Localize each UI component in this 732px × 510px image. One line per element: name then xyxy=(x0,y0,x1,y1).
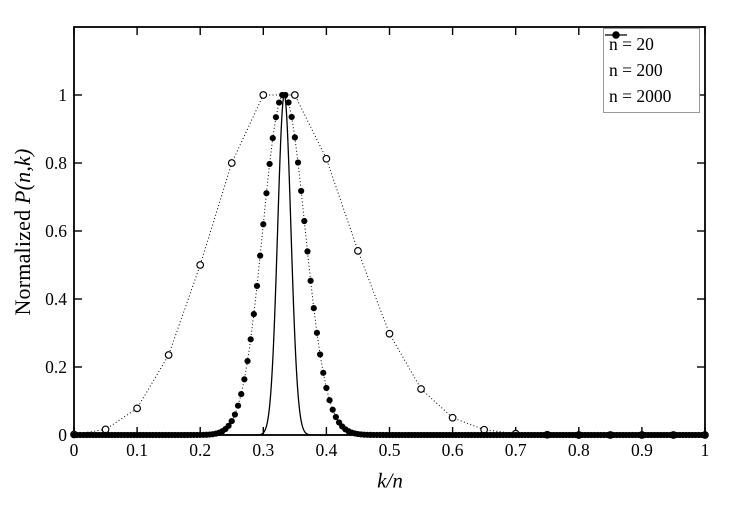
marker-filled-circle xyxy=(234,402,242,409)
marker-filled-circle xyxy=(266,160,273,168)
series-line xyxy=(74,94,705,436)
marker-filled-circle xyxy=(238,390,245,398)
x-tick-label: 0.1 xyxy=(126,440,148,460)
marker-open-circle xyxy=(227,159,236,167)
marker-filled-circle xyxy=(288,113,295,121)
x-tick-label: 0.7 xyxy=(505,440,527,460)
x-tick-label: 0.9 xyxy=(631,440,653,460)
y-axis-label-prefix: Normalized xyxy=(10,204,35,316)
x-tick-label: 0.6 xyxy=(442,440,464,460)
legend-sample-solid-line-icon xyxy=(605,34,627,36)
marker-open-circle xyxy=(354,246,362,255)
marker-filled-circle xyxy=(263,190,270,197)
series-n200 xyxy=(70,91,709,439)
y-axis-label-math: P(n,k) xyxy=(10,148,35,205)
y-tick-label: 0 xyxy=(58,425,67,445)
marker-open-circle xyxy=(417,385,425,393)
marker-filled-circle xyxy=(269,135,276,142)
marker-filled-circle xyxy=(253,282,261,290)
marker-filled-circle xyxy=(257,252,264,259)
x-axis-label-text: k/n xyxy=(377,468,403,493)
series-n20 xyxy=(70,91,709,439)
marker-filled-circle xyxy=(244,357,251,365)
y-tick-label: 0.6 xyxy=(45,221,67,241)
marker-filled-circle xyxy=(301,217,308,225)
marker-filled-circle xyxy=(247,336,254,343)
marker-filled-circle xyxy=(241,376,248,383)
y-tick-label: 0.2 xyxy=(45,357,67,377)
marker-filled-circle xyxy=(294,159,302,166)
series-n2000 xyxy=(74,94,705,436)
legend-label-n2000: n = 2000 xyxy=(609,86,672,107)
marker-filled-circle xyxy=(313,329,321,336)
legend-label-n200: n = 200 xyxy=(609,60,663,80)
marker-filled-circle xyxy=(225,422,232,429)
marker-filled-circle xyxy=(228,417,235,425)
marker-filled-circle xyxy=(250,311,257,318)
series-line xyxy=(74,94,705,436)
x-tick-label: 0.4 xyxy=(315,440,337,460)
x-tick-label: 0.3 xyxy=(252,440,274,460)
y-tick-label: 0.4 xyxy=(45,289,67,309)
marker-open-circle xyxy=(164,351,173,359)
marker-filled-circle xyxy=(298,187,305,195)
marker-open-circle xyxy=(259,91,268,99)
marker-filled-circle xyxy=(326,397,333,404)
x-tick-label: 0.2 xyxy=(189,440,211,460)
legend-label-n20: n = 20 xyxy=(609,33,654,54)
marker-filled-circle xyxy=(291,134,298,141)
series-line xyxy=(73,94,705,436)
x-tick-label: 0.8 xyxy=(568,440,590,460)
y-tick-label: 0.8 xyxy=(45,153,67,173)
marker-filled-circle xyxy=(332,413,339,421)
marker-open-circle xyxy=(101,425,110,434)
marker-filled-circle xyxy=(275,99,283,106)
marker-filled-circle xyxy=(320,369,327,376)
x-tick-label: 0 xyxy=(70,440,79,460)
x-axis-label: k/n xyxy=(377,469,403,494)
y-axis-label: Normalized P(n,k) xyxy=(10,148,36,315)
x-tick-label: 0.5 xyxy=(379,440,401,460)
marker-filled-circle xyxy=(285,99,292,106)
marker-filled-circle xyxy=(307,277,314,284)
marker-filled-circle xyxy=(272,114,280,121)
marker-filled-circle xyxy=(323,384,330,392)
legend-row-n200: n = 200 xyxy=(605,31,699,84)
marker-open-circle xyxy=(385,329,394,338)
marker-filled-circle xyxy=(260,221,267,228)
y-tick-label: 1 xyxy=(58,85,67,105)
marker-open-circle xyxy=(322,154,331,163)
marker-open-circle xyxy=(133,404,141,413)
marker-open-circle xyxy=(196,261,205,269)
marker-open-circle xyxy=(448,413,457,422)
marker-open-circle xyxy=(290,91,299,99)
marker-filled-circle xyxy=(231,411,239,418)
marker-filled-circle xyxy=(310,305,317,312)
legend: n = 20 n = 200 n = 2000 xyxy=(603,28,700,113)
marker-filled-circle xyxy=(329,406,336,413)
marker-filled-circle xyxy=(304,248,311,255)
x-tick-label: 1 xyxy=(701,440,710,460)
legend-row-n2000: n = 2000 xyxy=(605,34,699,110)
marker-filled-circle xyxy=(316,351,324,358)
